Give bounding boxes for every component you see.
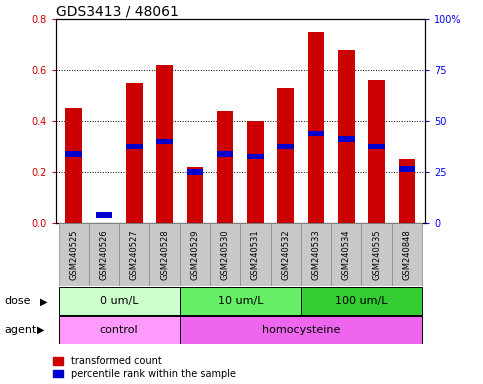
Bar (58, 223, 89, 286)
Text: GSM240530: GSM240530 (221, 229, 229, 280)
Bar (149, 223, 180, 286)
Bar (331, 223, 361, 286)
Text: GSM240527: GSM240527 (130, 229, 139, 280)
Legend: transformed count, percentile rank within the sample: transformed count, percentile rank withi… (53, 356, 236, 379)
Bar (338, 50, 355, 223)
Bar (368, 80, 385, 223)
Bar (338, 136, 355, 142)
Bar (301, 287, 422, 315)
Text: GDS3413 / 48061: GDS3413 / 48061 (56, 4, 178, 18)
Text: 100 um/L: 100 um/L (335, 296, 388, 306)
Bar (398, 159, 415, 223)
Bar (247, 121, 264, 223)
Bar (241, 223, 270, 286)
Bar (180, 316, 422, 344)
Bar (65, 151, 82, 157)
Text: GSM240848: GSM240848 (402, 229, 412, 280)
Bar (180, 223, 210, 286)
Bar (58, 316, 180, 344)
Bar (156, 139, 173, 144)
Text: ▶: ▶ (37, 325, 44, 335)
Bar (186, 167, 203, 223)
Text: GSM240528: GSM240528 (160, 229, 169, 280)
Text: GSM240532: GSM240532 (281, 229, 290, 280)
Bar (65, 108, 82, 223)
Bar (186, 169, 203, 175)
Text: GSM240525: GSM240525 (69, 229, 78, 280)
Text: agent: agent (5, 325, 37, 335)
Bar (126, 83, 142, 223)
Bar (270, 223, 301, 286)
Bar (361, 223, 392, 286)
Bar (392, 223, 422, 286)
Text: GSM240531: GSM240531 (251, 229, 260, 280)
Bar (210, 223, 241, 286)
Bar (301, 223, 331, 286)
Text: GSM240526: GSM240526 (99, 229, 109, 280)
Bar (58, 287, 180, 315)
Text: dose: dose (5, 296, 31, 306)
Bar (96, 212, 113, 218)
Bar (89, 223, 119, 286)
Text: ▶: ▶ (40, 296, 48, 306)
Bar (308, 32, 325, 223)
Bar (277, 144, 294, 149)
Bar (126, 144, 142, 149)
Text: 0 um/L: 0 um/L (100, 296, 139, 306)
Bar (368, 144, 385, 149)
Text: GSM240529: GSM240529 (190, 229, 199, 280)
Text: GSM240535: GSM240535 (372, 229, 381, 280)
Bar (217, 151, 233, 157)
Bar (180, 287, 301, 315)
Bar (247, 154, 264, 159)
Bar (156, 65, 173, 223)
Text: control: control (100, 325, 139, 335)
Text: 10 um/L: 10 um/L (217, 296, 263, 306)
Bar (217, 111, 233, 223)
Bar (398, 167, 415, 172)
Text: homocysteine: homocysteine (262, 325, 340, 335)
Text: GSM240533: GSM240533 (312, 229, 321, 280)
Text: GSM240534: GSM240534 (342, 229, 351, 280)
Bar (308, 131, 325, 136)
Bar (119, 223, 149, 286)
Bar (277, 88, 294, 223)
